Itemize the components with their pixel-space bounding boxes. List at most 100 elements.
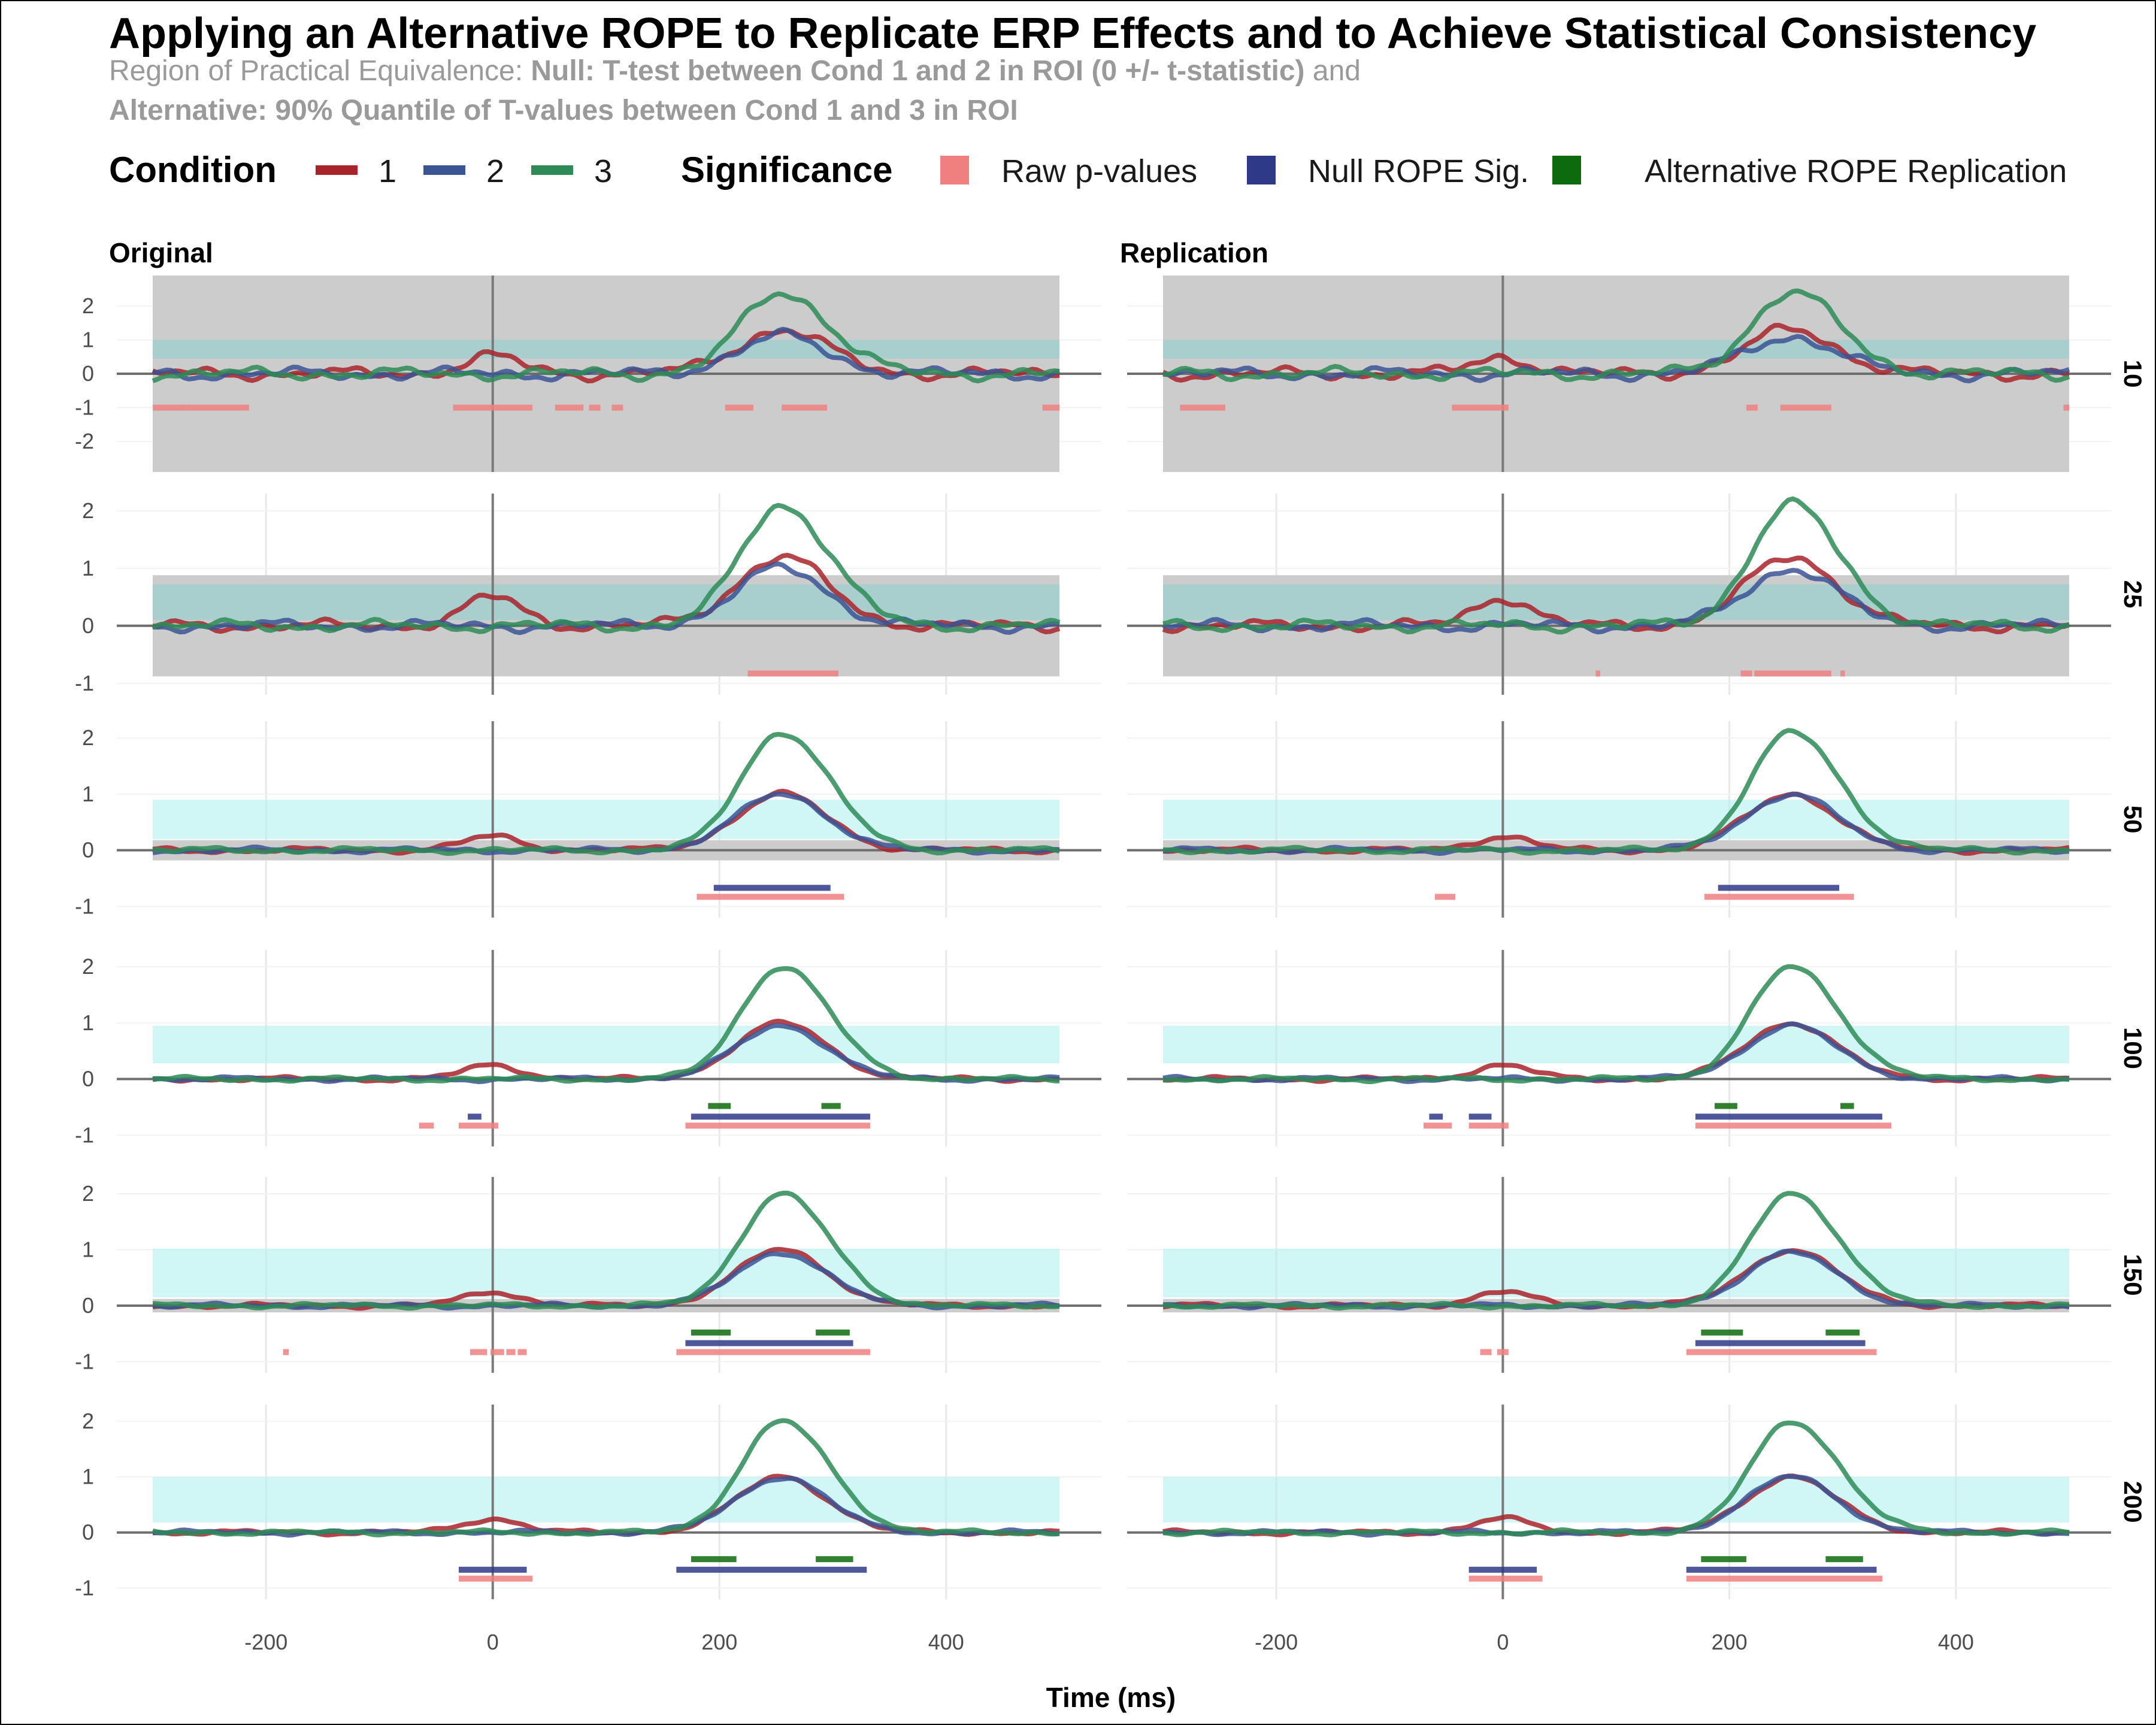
row-label-100: 100	[2119, 1027, 2147, 1069]
alt-rope-band	[1163, 340, 2069, 359]
row-label-200: 200	[2119, 1481, 2147, 1523]
y-tick-label: 0	[82, 613, 94, 638]
y-tick-label: 0	[82, 1067, 94, 1091]
alt-rope-replication-bar	[1825, 1329, 1860, 1336]
y-tick-label: 0	[82, 838, 94, 862]
y-tick-label: -2	[75, 429, 94, 453]
raw-p-bar	[1595, 670, 1601, 677]
y-tick-label: -1	[75, 894, 94, 918]
null-rope-sig-bar	[468, 1113, 482, 1120]
y-tick-label: 1	[82, 782, 94, 806]
y-tick-label: 1	[82, 556, 94, 580]
condition-3-line	[152, 1418, 1060, 1538]
y-tick-label: 2	[82, 1181, 94, 1206]
raw-p-bar	[1452, 404, 1509, 411]
legend: Condition 1 2 3 Significance Raw p-value…	[109, 150, 2067, 190]
null-rope-sig-bar	[676, 1566, 867, 1573]
raw-p-bar	[470, 1349, 487, 1355]
alt-rope-replication-bar	[691, 1556, 737, 1563]
panel-repl-200	[1127, 1405, 2111, 1599]
raw-p-bar	[1497, 1349, 1509, 1355]
alt-rope-replication-bar	[1715, 1103, 1737, 1109]
x-tick-label: 200	[701, 1630, 737, 1654]
raw-p-bar	[506, 1349, 516, 1355]
raw-p-bar	[827, 670, 838, 677]
legend-title-significance: Significance	[681, 150, 892, 190]
raw-p-bar	[1746, 404, 1758, 411]
null-rope-sig-bar	[713, 885, 831, 891]
condition-3-line	[152, 1190, 1060, 1311]
raw-p-bar	[1754, 670, 1831, 677]
alt-rope-replication-bar	[816, 1329, 850, 1336]
legend-key-raw-p	[940, 156, 969, 184]
alt-rope-replication-bar	[1701, 1329, 1743, 1336]
raw-p-bar	[697, 894, 844, 900]
y-tick-label: -1	[75, 1122, 94, 1147]
legend-label-condition-1: 1	[378, 153, 396, 189]
x-axis-title: Time (ms)	[1046, 1682, 1176, 1713]
raw-p-bar	[1780, 404, 1831, 411]
raw-p-bar	[458, 1122, 499, 1129]
alt-rope-band	[153, 1476, 1059, 1523]
y-tick-label: 2	[82, 498, 94, 523]
y-tick-label: 2	[82, 1409, 94, 1433]
condition-3-line	[1162, 1191, 2070, 1311]
raw-p-bar	[1686, 1575, 1882, 1582]
panel-repl-25	[1127, 494, 2111, 695]
alt-rope-replication-bar	[1840, 1103, 1854, 1109]
raw-p-bar	[611, 404, 623, 411]
column-label-replication: Replication	[1120, 237, 1268, 268]
condition-3-line	[1163, 728, 2070, 856]
raw-p-bar	[1840, 670, 1845, 677]
condition-3-line	[152, 503, 1061, 634]
null-rope-sig-bar	[1686, 1566, 1877, 1573]
y-tick-label: 0	[82, 1520, 94, 1545]
raw-p-bar	[153, 404, 187, 411]
raw-p-bar	[186, 404, 249, 411]
alt-rope-band	[1163, 584, 2069, 621]
y-tick-label: 1	[82, 1237, 94, 1261]
null-rope-sig-bar	[685, 1340, 853, 1346]
raw-p-bar	[2063, 404, 2069, 411]
panel-repl-150	[1127, 1177, 2111, 1373]
y-tick-label: -1	[75, 1349, 94, 1373]
panel-repl-50	[1127, 721, 2111, 918]
chart-subtitle-line1: Region of Practical Equivalence: Null: T…	[109, 55, 1361, 87]
panel-repl-10	[1127, 276, 2111, 472]
raw-p-bar	[747, 670, 828, 677]
y-tick-label: -1	[75, 671, 94, 695]
raw-p-bar	[419, 1122, 434, 1129]
condition-3-line	[1162, 496, 2070, 635]
alt-rope-replication-bar	[1825, 1556, 1863, 1563]
raw-p-bar	[1180, 404, 1226, 411]
alt-rope-band	[153, 584, 1059, 621]
raw-p-bar	[283, 1349, 289, 1355]
raw-p-bar	[458, 1575, 532, 1582]
legend-key-alt-rep	[1552, 156, 1581, 184]
x-tick-label: 0	[1497, 1630, 1509, 1654]
raw-p-bar	[1686, 1349, 1877, 1355]
x-tick-label: 200	[1712, 1630, 1748, 1654]
legend-label-condition-2: 2	[486, 153, 504, 189]
null-rope-sig-bar	[1468, 1113, 1492, 1120]
legend-label-raw-p: Raw p-values	[1001, 153, 1197, 189]
panel-orig-10	[117, 276, 1101, 472]
alt-rope-band	[153, 340, 1059, 359]
legend-label-alt-rep: Alternative ROPE Replication	[1645, 153, 2067, 189]
null-rope-sig-bar	[458, 1566, 527, 1573]
raw-p-bar	[685, 1122, 870, 1129]
raw-p-bar	[676, 1349, 870, 1355]
legend-key-null-sig	[1247, 156, 1276, 184]
alt-rope-band	[153, 800, 1059, 839]
row-label-50: 50	[2119, 806, 2147, 834]
condition-3-line	[1162, 964, 2070, 1084]
x-tick-label: 0	[487, 1630, 499, 1654]
condition-3-line	[152, 966, 1059, 1084]
panel-orig-150	[117, 1177, 1101, 1373]
null-rope-sig-bar	[1468, 1566, 1537, 1573]
raw-p-bar	[453, 404, 532, 411]
y-tick-label: 0	[82, 361, 94, 386]
raw-p-bar	[1042, 404, 1059, 411]
